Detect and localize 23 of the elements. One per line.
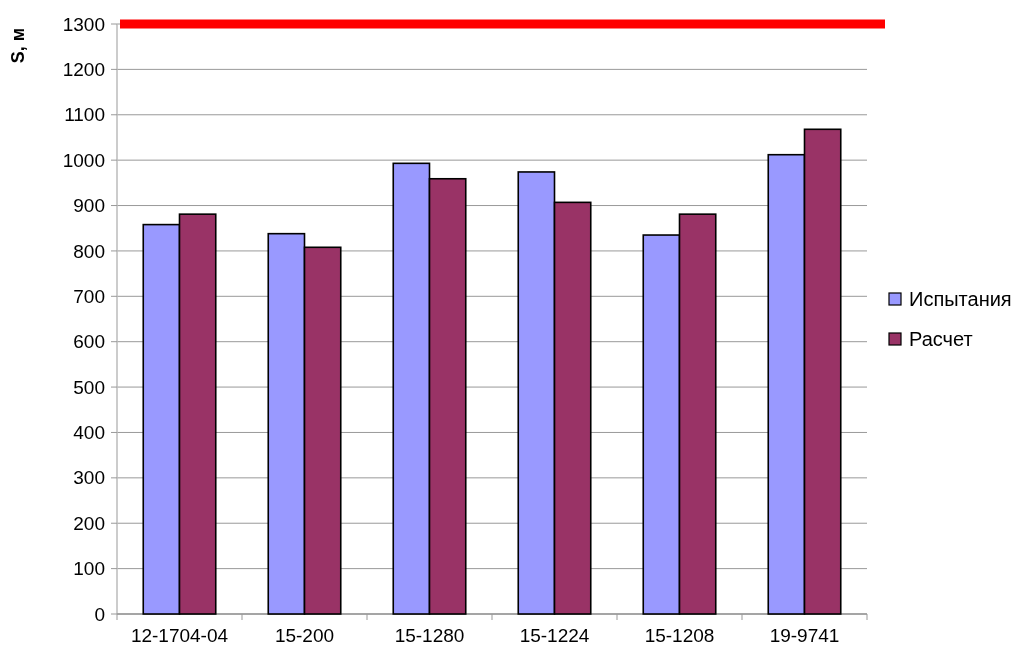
y-tick-label: 700: [73, 285, 105, 307]
y-tick-label: 200: [73, 512, 105, 534]
y-axis-title: S, м: [8, 28, 28, 64]
y-tick-label: 1300: [62, 13, 105, 35]
y-tick-label: 300: [73, 467, 105, 489]
y-tick-label: 900: [73, 195, 105, 217]
x-tick-label: 12-1704-04: [130, 625, 229, 646]
x-tick-label: 15-1224: [519, 625, 590, 646]
y-tick-label: 1000: [62, 149, 105, 171]
y-tick-label: 600: [73, 331, 105, 353]
legend-label: Расчет: [909, 328, 973, 350]
y-tick-label: 800: [73, 240, 105, 262]
y-tick-label: 500: [73, 376, 105, 398]
legend-label: Испытания: [909, 288, 1012, 310]
x-tick-label: 15-1208: [644, 625, 715, 646]
x-tick-label: 15-200: [274, 625, 335, 646]
x-tick-label: 15-1280: [394, 625, 465, 646]
y-tick-label: 100: [73, 558, 105, 580]
y-tick-label: 400: [73, 422, 105, 444]
y-tick-label: 1200: [62, 59, 105, 81]
x-tick-label: 19-9741: [769, 625, 840, 646]
y-tick-label: 0: [94, 603, 105, 625]
y-tick-label: 1100: [64, 104, 105, 126]
